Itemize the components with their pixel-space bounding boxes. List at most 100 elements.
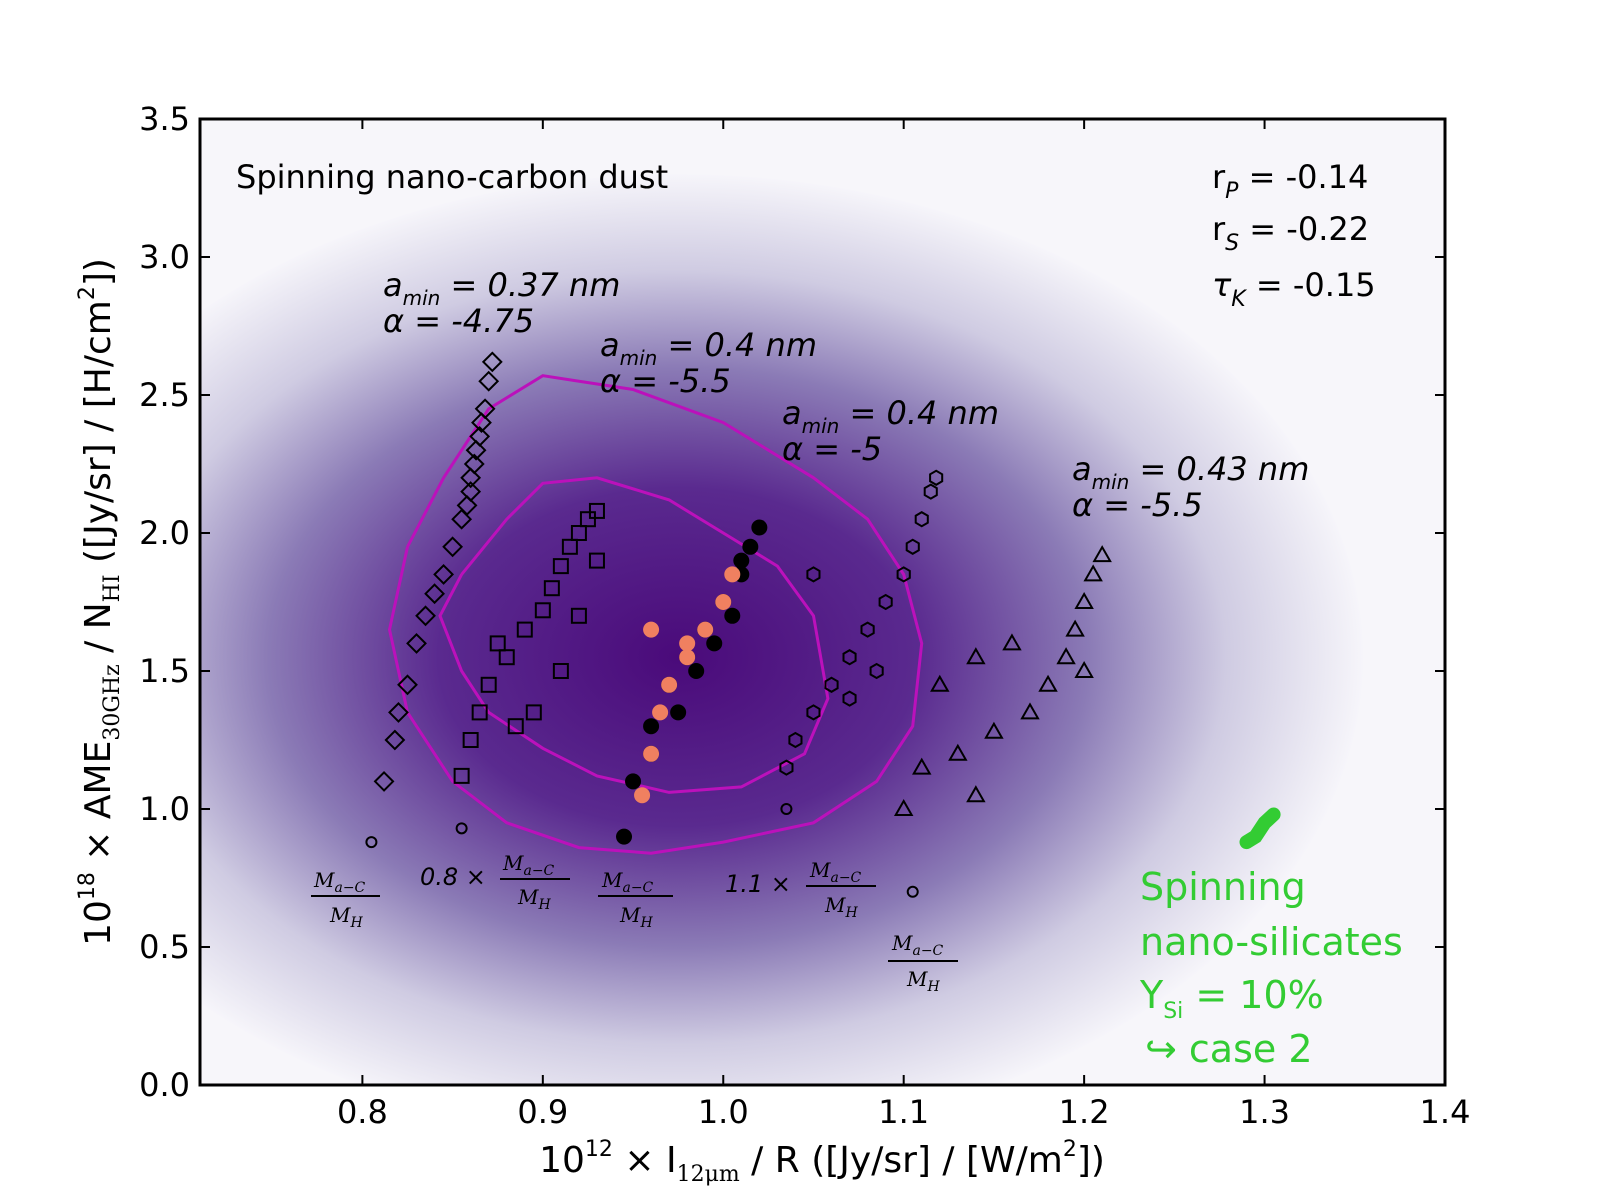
- marker-s3-3: [661, 676, 678, 693]
- annotation-2-line2: α = -5.5: [600, 362, 731, 400]
- data-markers: [365, 351, 1281, 898]
- marker-s1-1: [462, 732, 479, 748]
- annotation-1: amin = 0.37 nm α = -4.75: [383, 266, 620, 340]
- mass-label-1: Ma−C MH: [311, 868, 380, 931]
- marker-s5-4: [1020, 702, 1040, 720]
- marker-s0-8: [442, 536, 464, 558]
- marker-s6-3: [780, 803, 793, 815]
- marker-s3-7: [724, 566, 741, 583]
- density-map: [200, 174, 1363, 1085]
- x-tick-label: 1.1: [878, 1093, 929, 1131]
- marker-s5-13: [1002, 633, 1022, 651]
- marker-s0-1: [384, 729, 406, 751]
- x-tick-label: 0.8: [337, 1093, 388, 1131]
- mass-label-5: Ma−C MH: [888, 931, 958, 995]
- mass-label-1-den: MH: [329, 903, 363, 931]
- marker-s5-9: [1083, 564, 1103, 582]
- marker-s1-10: [570, 525, 587, 541]
- annotation-3-line2: α = -5: [782, 430, 882, 468]
- marker-s2-11: [670, 704, 687, 721]
- marker-s0-7: [433, 563, 455, 585]
- marker-s3-1: [643, 745, 660, 762]
- x-axis-label: 1012 × I12μm / R ([Jy/sr] / [W/m2]): [539, 1137, 1105, 1187]
- marker-s3-5: [697, 621, 714, 638]
- mass-label-5-den: MH: [906, 967, 940, 995]
- marker-s5-11: [930, 674, 950, 692]
- marker-s0-3: [397, 674, 418, 696]
- annotation-3-line1: amin = 0.4 nm: [782, 394, 999, 438]
- density-layer: [200, 174, 1363, 1085]
- marker-s4-1: [788, 731, 803, 749]
- marker-s3-2: [652, 704, 669, 721]
- marker-s5-7: [1065, 619, 1085, 637]
- marker-s0-17: [456, 494, 478, 516]
- annotation-1-line1: amin = 0.37 nm: [383, 266, 620, 310]
- silicate-line4: ↪ case 2: [1145, 1027, 1313, 1071]
- stat-pearson: rP = -0.14: [1212, 158, 1368, 204]
- annotation-4: amin = 0.43 nm α = -5.5: [1072, 450, 1309, 524]
- x-tick-label: 0.9: [517, 1093, 568, 1131]
- marker-s0-15: [481, 351, 503, 373]
- marker-s1-7: [543, 580, 560, 597]
- marker-s0-5: [415, 605, 436, 627]
- marker-s4-8: [905, 538, 920, 555]
- silicate-line3: YSi = 10%: [1139, 973, 1324, 1024]
- marker-s1-5: [516, 621, 533, 638]
- mass-label-4: 1.1 × Ma−C MH: [725, 858, 876, 921]
- mass-label-4-prefix: 1.1 ×: [725, 870, 791, 898]
- y-tick-label: 3.5: [139, 100, 190, 138]
- marker-s0-19: [471, 412, 492, 434]
- marker-s4-13: [842, 690, 857, 707]
- y-tick-label: 3.0: [139, 238, 190, 276]
- marker-s4-11: [929, 469, 944, 486]
- silicate-line1: Spinning: [1140, 865, 1306, 909]
- marker-s2-15: [733, 552, 750, 569]
- marker-s4-12: [806, 566, 821, 583]
- marker-s4-2: [806, 704, 821, 721]
- marker-s2-9: [751, 519, 768, 536]
- marker-s1-15: [489, 635, 506, 652]
- annotation-3: amin = 0.4 nm α = -5: [782, 394, 999, 468]
- mass-label-3-den: MH: [619, 903, 653, 931]
- mass-label-2-prefix: 0.8 ×: [420, 863, 486, 891]
- marker-s5-2: [948, 743, 968, 761]
- annotation-2-line1: amin = 0.4 nm: [600, 326, 817, 370]
- x-tick-label: 1.4: [1420, 1093, 1471, 1131]
- marker-s2-1: [625, 773, 642, 790]
- marker-s4-4: [842, 649, 857, 666]
- marker-s1-2: [471, 704, 488, 721]
- y-tick-label: 2.5: [139, 376, 190, 414]
- marker-s3-0: [634, 787, 651, 804]
- marker-s5-15: [966, 785, 986, 803]
- marker-s1-6: [534, 602, 551, 619]
- marker-s1-8: [552, 558, 569, 575]
- marker-s1-11: [579, 511, 596, 528]
- annotation-2: amin = 0.4 nm α = -5.5: [600, 326, 817, 400]
- marker-s5-0: [893, 798, 914, 816]
- annotation-1-line2: α = -4.75: [383, 302, 534, 340]
- marker-s6-4: [906, 885, 919, 898]
- marker-s2-2: [643, 718, 660, 735]
- marker-s1-14: [507, 718, 524, 735]
- marker-s1-13: [525, 704, 542, 721]
- marker-s0-0: [373, 770, 395, 792]
- contour-outer: [387, 374, 924, 855]
- marker-s3-6: [715, 594, 732, 610]
- marker-s5-1: [912, 757, 932, 775]
- x-tick-label: 1.3: [1239, 1093, 1290, 1131]
- stats-block: rP = -0.14 rS = -0.22 τK = -0.15: [1212, 158, 1376, 312]
- stat-spearman: rS = -0.22: [1212, 210, 1369, 256]
- marker-s5-14: [1074, 660, 1094, 678]
- marker-s0-4: [406, 632, 427, 654]
- y-tick-label: 2.0: [139, 514, 190, 552]
- stat-kendall: τK = -0.15: [1212, 266, 1376, 312]
- marker-s5-12: [966, 647, 986, 665]
- mass-label-4-num: Ma−C: [809, 858, 862, 886]
- marker-s4-7: [896, 566, 911, 583]
- marker-s4-9: [914, 511, 929, 528]
- mass-label-3-num: Ma−C: [601, 868, 654, 896]
- marker-s1-9: [561, 538, 578, 555]
- marker-s5-6: [1056, 647, 1076, 665]
- marker-s2-8: [742, 538, 759, 555]
